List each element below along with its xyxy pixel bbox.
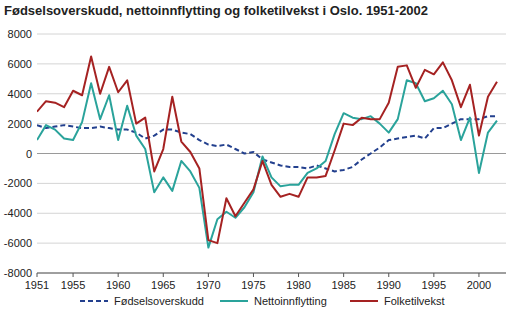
series-line xyxy=(37,116,497,171)
y-tick-label: -4000 xyxy=(4,207,32,219)
y-tick-label: 4000 xyxy=(8,88,32,100)
x-tick-label: 1951 xyxy=(25,279,49,291)
chart: Fødselsoverskudd, nettoinnflytting og fo… xyxy=(0,0,511,317)
y-tick-label: -6000 xyxy=(4,237,32,249)
x-tick xyxy=(163,273,164,277)
y-tick-label: 8000 xyxy=(8,28,32,40)
y-tick-label: 2000 xyxy=(8,118,32,130)
x-tick-label: 1980 xyxy=(286,279,310,291)
grid-line xyxy=(37,153,506,154)
x-tick xyxy=(298,273,299,277)
legend-swatch xyxy=(80,300,108,302)
x-tick xyxy=(208,273,209,277)
series-line xyxy=(37,80,497,247)
x-tick-label: 1960 xyxy=(106,279,130,291)
grid-line xyxy=(37,213,506,214)
grid-line xyxy=(37,34,506,35)
legend-swatch xyxy=(350,300,378,302)
x-axis xyxy=(37,273,506,274)
x-tick xyxy=(478,273,479,277)
x-tick-label: 1965 xyxy=(151,279,175,291)
y-tick-label: 6000 xyxy=(8,58,32,70)
x-tick-label: 1955 xyxy=(61,279,85,291)
x-tick xyxy=(388,273,389,277)
legend-label: Folketilvekst xyxy=(384,295,445,307)
y-tick-label: 0 xyxy=(26,148,32,160)
series-line xyxy=(37,56,497,243)
grid-line xyxy=(37,123,506,124)
x-tick-label: 1985 xyxy=(331,279,355,291)
x-tick xyxy=(433,273,434,277)
x-tick xyxy=(118,273,119,277)
grid-line xyxy=(37,273,506,274)
y-tick-label: -8000 xyxy=(4,267,32,279)
grid-line xyxy=(37,63,506,64)
grid-line xyxy=(37,93,506,94)
x-tick xyxy=(253,273,254,277)
plot-area xyxy=(37,56,497,247)
title: Fødselsoverskudd, nettoinnflytting og fo… xyxy=(4,3,428,18)
x-tick xyxy=(73,273,74,277)
x-tick-label: 1975 xyxy=(241,279,265,291)
x-tick xyxy=(343,273,344,277)
legend-label: Nettoinnflytting xyxy=(254,295,327,307)
legend-swatch xyxy=(220,300,248,302)
legend: Fødselsoverskudd Nettoinnflytting Folketil… xyxy=(80,295,445,307)
x-tick-label: 2000 xyxy=(467,279,491,291)
x-tick-label: 1995 xyxy=(422,279,446,291)
x-tick xyxy=(37,273,38,277)
x-tick-label: 1970 xyxy=(196,279,220,291)
x-tick-label: 1990 xyxy=(377,279,401,291)
legend-label: Fødselsoverskudd xyxy=(114,295,204,307)
y-tick-label: -2000 xyxy=(4,177,32,189)
grid-line xyxy=(37,243,506,244)
